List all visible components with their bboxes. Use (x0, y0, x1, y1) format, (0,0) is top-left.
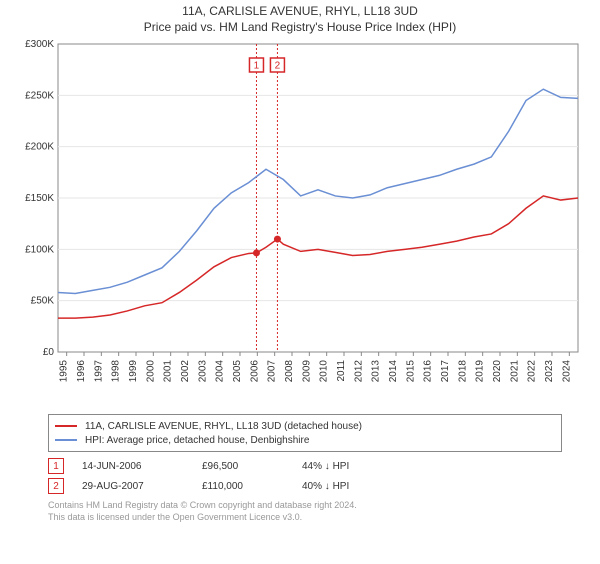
legend: 11A, CARLISLE AVENUE, RHYL, LL18 3UD (de… (48, 414, 562, 452)
sale-row-marker: 1 (48, 458, 64, 474)
x-tick-label: 2016 (423, 360, 434, 383)
x-tick-label: 2019 (475, 360, 486, 383)
x-tick-label: 2001 (163, 360, 174, 383)
price-chart: £0 £50K £100K £150K £200K £250K £300K 1995 1996 1… (10, 38, 590, 408)
x-tick-label: 2013 (371, 360, 382, 383)
x-tick-label: 1996 (76, 360, 87, 383)
x-tick-label: 2005 (232, 360, 243, 383)
sale-row-marker: 2 (48, 478, 64, 494)
x-tick-label: 2003 (197, 360, 208, 383)
title-subtitle: Price paid vs. HM Land Registry's House … (0, 20, 600, 34)
x-tick-label: 1999 (128, 360, 139, 383)
legend-swatch (55, 439, 77, 441)
sale-date: 14-JUN-2006 (82, 461, 202, 472)
x-tick-label: 2004 (215, 360, 226, 383)
chart-titles: 11A, CARLISLE AVENUE, RHYL, LL18 3UD Pri… (0, 4, 600, 34)
x-tick-label: 2020 (492, 360, 503, 383)
legend-item: 11A, CARLISLE AVENUE, RHYL, LL18 3UD (de… (55, 419, 555, 433)
attribution: Contains HM Land Registry data © Crown c… (48, 500, 590, 523)
x-tick-label: 2014 (388, 360, 399, 383)
y-tick-label: £200K (25, 142, 54, 153)
x-tick-label: 2015 (405, 360, 416, 383)
y-tick-label: £250K (25, 90, 54, 101)
sales-events: 1 14-JUN-2006£96,50044% ↓ HPI 2 29-AUG-2007… (48, 456, 590, 496)
y-tick-label: £150K (25, 193, 54, 204)
y-tick-label: £100K (25, 244, 54, 255)
sale-marker-num: 2 (275, 61, 281, 72)
x-tick-label: 1997 (93, 360, 104, 383)
attribution-line1: Contains HM Land Registry data © Crown c… (48, 500, 590, 512)
x-tick-label: 2011 (336, 360, 347, 382)
legend-item: HPI: Average price, detached house, Denb… (55, 433, 555, 447)
sale-marker-num: 1 (254, 61, 260, 72)
x-tick-label: 2007 (267, 360, 278, 383)
x-tick-label: 2002 (180, 360, 191, 383)
x-tick-label: 2000 (145, 360, 156, 383)
x-tick-label: 2018 (457, 360, 468, 383)
x-tick-label: 2009 (301, 360, 312, 383)
sale-delta: 44% ↓ HPI (302, 461, 402, 472)
sale-delta: 40% ↓ HPI (302, 481, 402, 492)
x-tick-label: 2024 (561, 360, 572, 383)
sale-row: 2 29-AUG-2007£110,00040% ↓ HPI (48, 476, 590, 496)
chart-area: £0 £50K £100K £150K £200K £250K £300K 1995 1996 1… (10, 38, 590, 408)
legend-label: HPI: Average price, detached house, Denb… (85, 435, 309, 446)
y-tick-label: £300K (25, 39, 54, 50)
sale-dot (253, 249, 260, 256)
x-tick-label: 2017 (440, 360, 451, 383)
x-tick-label: 2022 (527, 360, 538, 383)
x-tick-label: 1995 (59, 360, 70, 383)
sale-date: 29-AUG-2007 (82, 481, 202, 492)
x-tick-label: 2012 (353, 360, 364, 383)
x-tick-label: 2006 (249, 360, 260, 383)
legend-swatch (55, 425, 77, 427)
y-tick-label: £0 (43, 347, 55, 358)
sale-price: £110,000 (202, 481, 302, 492)
legend-label: 11A, CARLISLE AVENUE, RHYL, LL18 3UD (de… (85, 421, 362, 432)
sale-row: 1 14-JUN-2006£96,50044% ↓ HPI (48, 456, 590, 476)
attribution-line2: This data is licensed under the Open Gov… (48, 512, 590, 524)
x-tick-label: 1998 (111, 360, 122, 383)
x-tick-label: 2021 (509, 360, 520, 383)
title-address: 11A, CARLISLE AVENUE, RHYL, LL18 3UD (0, 4, 600, 18)
y-tick-label: £50K (31, 296, 55, 307)
sale-dot (274, 236, 281, 243)
sale-price: £96,500 (202, 461, 302, 472)
x-tick-label: 2023 (544, 360, 555, 383)
x-tick-label: 2008 (284, 360, 295, 383)
x-tick-label: 2010 (319, 360, 330, 383)
